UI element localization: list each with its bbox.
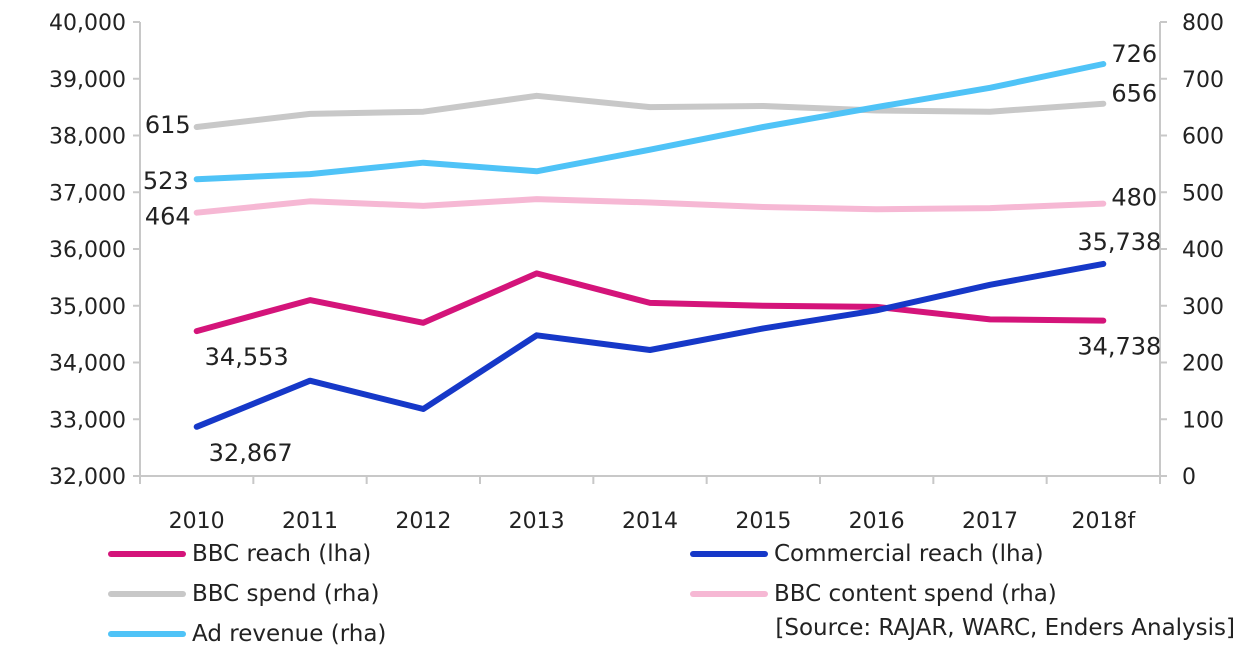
right-tick-label: 700 [1182, 68, 1224, 93]
legend-item-commercial-reach: Commercial reach (lha) [690, 534, 1044, 574]
left-tick-label: 37,000 [49, 181, 126, 206]
legend-label: BBC content spend (rha) [774, 581, 1057, 607]
right-tick-label: 600 [1182, 125, 1224, 150]
x-tick-label: 2016 [849, 509, 905, 530]
left-tick-label: 35,000 [49, 295, 126, 320]
x-tick-label: 2012 [395, 509, 451, 530]
right-tick-label: 400 [1182, 238, 1224, 263]
data-label-end: 34,738 [1077, 333, 1161, 361]
legend-swatch-bbc-content-spend [690, 591, 768, 597]
data-label-end: 480 [1111, 184, 1157, 212]
data-label-end: 656 [1111, 80, 1157, 108]
right-tick-label: 200 [1182, 352, 1224, 377]
right-tick-label: 100 [1182, 408, 1224, 433]
series-line-bbc-spend-rha [193, 92, 1107, 130]
left-tick-label: 39,000 [49, 68, 126, 93]
data-label-end: 35,738 [1077, 228, 1161, 256]
series-line-ad-revenue-rha [193, 61, 1107, 183]
x-tick-label: 2018f [1071, 509, 1136, 530]
legend-swatch-ad-revenue [108, 631, 186, 637]
legend-label: BBC spend (rha) [192, 581, 380, 607]
x-tick-label: 2017 [962, 509, 1018, 530]
legend-item-bbc-reach: BBC reach (lha) [108, 534, 371, 574]
x-tick-label: 2011 [282, 509, 338, 530]
legend-item-bbc-spend: BBC spend (rha) [108, 574, 379, 614]
legend-swatch-commercial-reach [690, 551, 768, 557]
legend-item-ad-revenue: Ad revenue (rha) [108, 614, 386, 654]
right-tick-label: 0 [1182, 465, 1196, 490]
legend-label: Ad revenue (rha) [192, 621, 387, 647]
chart-series [193, 61, 1107, 430]
data-label-start: 34,553 [205, 343, 289, 371]
x-tick-label: 2010 [169, 509, 225, 530]
left-tick-label: 40,000 [49, 11, 126, 36]
left-tick-label: 32,000 [49, 465, 126, 490]
left-tick-label: 36,000 [49, 238, 126, 263]
series-line-bbc-content-spend-rha [193, 196, 1107, 216]
x-tick-label: 2014 [622, 509, 678, 530]
left-tick-label: 38,000 [49, 125, 126, 150]
series-line-commercial-reach-lha [193, 260, 1107, 430]
chart-axes: 32,000 33,000 34,000 35,000 36,000 37,000 38,0… [49, 11, 1224, 530]
data-label-end: 726 [1111, 40, 1157, 68]
series-line-bbc-reach-lha [193, 270, 1107, 335]
data-label-start: 464 [145, 203, 191, 231]
chart-data-labels: 34,553 34,738 32,867 35,738 615 656 464 480 523 7… [143, 40, 1161, 467]
line-chart: 32,000 33,000 34,000 35,000 36,000 37,000 38,0… [49, 11, 1224, 530]
data-label-start: 523 [143, 167, 189, 195]
legend-item-bbc-content-spend: BBC content spend (rha) [690, 574, 1057, 614]
legend-label: BBC reach (lha) [192, 541, 372, 567]
data-label-start: 32,867 [209, 439, 293, 467]
right-tick-label: 300 [1182, 295, 1224, 320]
chart-legend: BBC reach (lha) Commercial reach (lha) B… [0, 530, 1243, 655]
right-tick-label: 800 [1182, 11, 1224, 36]
left-tick-label: 33,000 [49, 408, 126, 433]
x-tick-label: 2015 [735, 509, 791, 530]
legend-label: Commercial reach (lha) [774, 541, 1044, 567]
legend-swatch-bbc-reach [108, 551, 186, 557]
legend-swatch-bbc-spend [108, 591, 186, 597]
data-label-start: 615 [145, 111, 191, 139]
x-tick-label: 2013 [509, 509, 565, 530]
right-tick-label: 500 [1182, 181, 1224, 206]
left-tick-label: 34,000 [49, 352, 126, 377]
source-note: [Source: RAJAR, WARC, Enders Analysis] [775, 615, 1235, 641]
